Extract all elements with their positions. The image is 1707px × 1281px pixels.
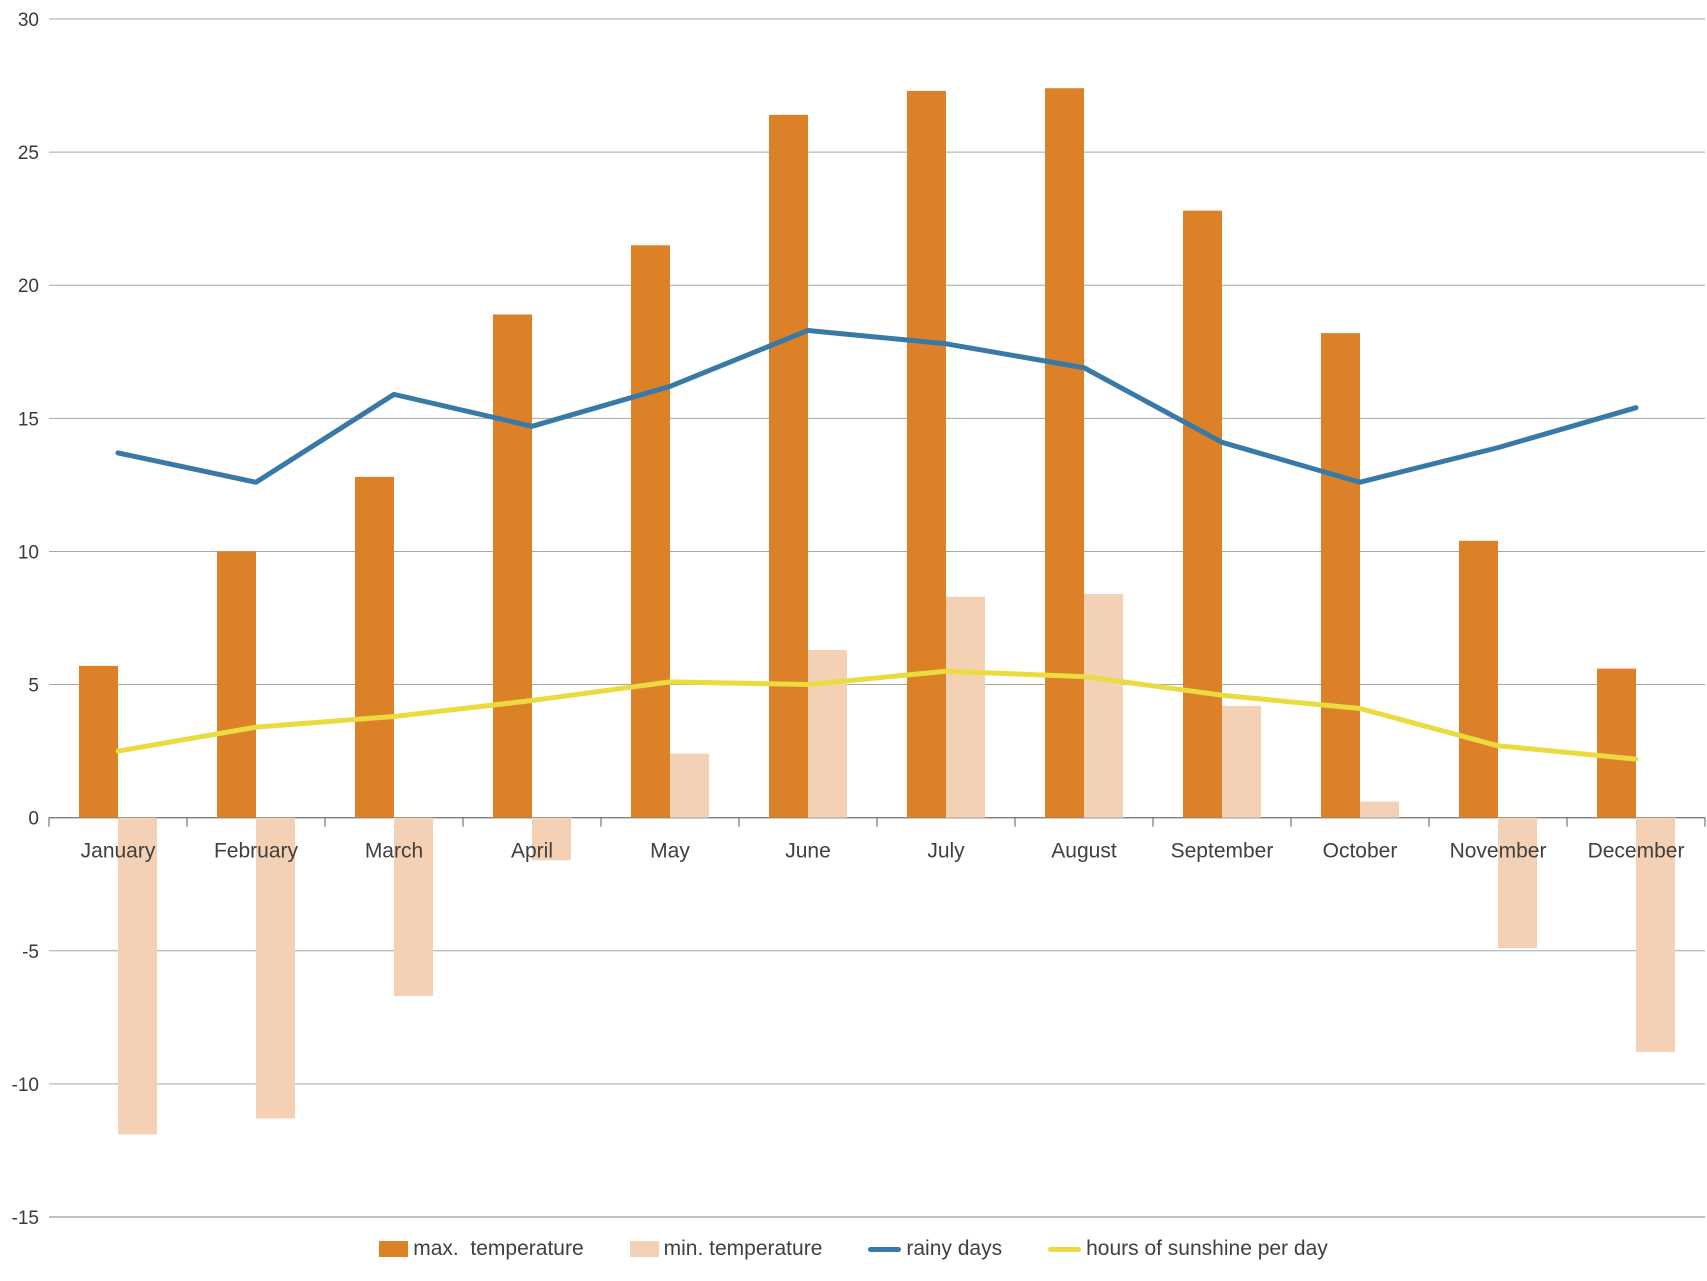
month-label: March [365, 840, 423, 863]
legend-item-rainy-days: rainy days [868, 1237, 1002, 1261]
month-label: October [1323, 840, 1398, 863]
min-temperature-bar [1360, 801, 1399, 818]
y-axis-label: 30 [18, 10, 39, 31]
max-temperature-bar [217, 551, 256, 818]
month-label: April [511, 840, 553, 863]
month-label: June [785, 840, 831, 863]
legend-swatch [379, 1241, 409, 1257]
min-temperature-bar [670, 753, 709, 818]
legend-swatch [629, 1241, 659, 1257]
legend-label: min. temperature [663, 1237, 823, 1260]
max-temperature-bar [1321, 333, 1360, 818]
y-axis-label: 15 [18, 409, 39, 430]
min-temperature-bar [118, 817, 157, 1135]
min-temperature-bar [946, 596, 985, 818]
rainy-days-line [115, 327, 1639, 485]
legend-line-marker [868, 1246, 902, 1252]
hours-of-sunshine-per-day-line [115, 668, 1639, 762]
min-temperature-bar [532, 817, 571, 861]
max-temperature-bar [1183, 210, 1222, 818]
y-axis-label: 10 [18, 542, 39, 563]
month-label: September [1171, 840, 1274, 863]
min-temperature-bar [394, 817, 433, 997]
max-temperature-bar [907, 90, 946, 818]
min-temperature-bar [1222, 705, 1261, 818]
legend-label: hours of sunshine per day [1086, 1237, 1328, 1260]
min-temperature-bar [808, 649, 847, 818]
max-temperature-bar [355, 476, 394, 818]
min-temperature-bar [1636, 817, 1675, 1052]
min-temperature-bar [1084, 594, 1123, 818]
max-temperature-bar [79, 665, 118, 818]
month-label: July [927, 840, 965, 863]
max-temperature-bar [1597, 668, 1636, 818]
min-temperature-bar [1498, 817, 1537, 949]
month-label: August [1051, 840, 1117, 863]
month-label: February [214, 840, 299, 863]
max-temperature-bar [1045, 88, 1084, 818]
max-temperature-bar [631, 245, 670, 818]
month-label: November [1450, 840, 1547, 863]
max-temperature-bar [493, 314, 532, 818]
legend-item-hours-of-sunshine-per-day: hours of sunshine per day [1048, 1237, 1328, 1261]
min-temperature-bar [256, 817, 295, 1119]
legend-line-marker [1048, 1246, 1082, 1252]
y-axis-label: -15 [12, 1208, 39, 1229]
chart-legend: max. temperature min. temperature rainy da… [0, 1237, 1707, 1261]
y-axis-label: -5 [22, 942, 39, 963]
month-label: December [1588, 840, 1685, 863]
legend-item-max-temperature: max. temperature [379, 1237, 584, 1261]
y-axis-label: 0 [28, 809, 39, 830]
month-label: January [81, 840, 156, 863]
legend-label: max. temperature [413, 1237, 584, 1260]
y-axis-label: 5 [28, 676, 39, 697]
max-temperature-bar [1459, 540, 1498, 818]
legend-item-min-temperature: min. temperature [629, 1237, 823, 1261]
y-axis-label: 20 [18, 276, 39, 297]
max-temperature-bar [769, 114, 808, 818]
legend-label: rainy days [906, 1237, 1003, 1260]
y-axis-label: -10 [12, 1075, 39, 1096]
month-label: May [650, 840, 690, 863]
y-axis-label: 25 [18, 143, 39, 164]
